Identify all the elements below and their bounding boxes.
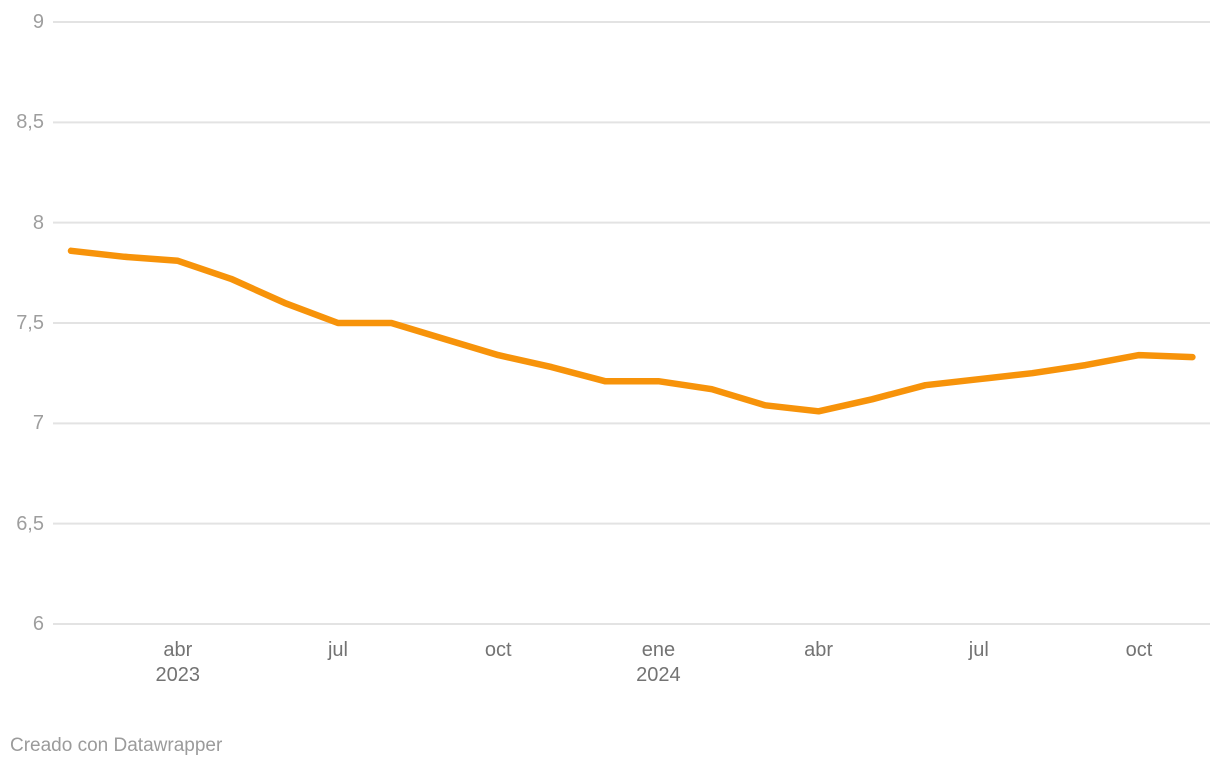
x-axis-tick-label: jul	[919, 638, 1039, 663]
x-axis-tick-label: abr 2023	[118, 638, 238, 688]
x-axis-tick-label: abr	[759, 638, 879, 663]
datawrapper-credit-label: Creado con Datawrapper	[10, 735, 223, 756]
y-axis-tick-label: 8	[32, 211, 44, 234]
y-axis-tick-label: 7,5	[16, 312, 44, 334]
x-tick-month: jul	[327, 639, 348, 661]
x-axis-tick-label: oct	[438, 638, 558, 663]
x-tick-month: jul	[968, 639, 989, 661]
x-tick-month: oct	[484, 639, 512, 661]
x-tick-month: abr	[804, 639, 834, 661]
x-tick-year: 2023	[155, 664, 201, 686]
x-axis-tick-label: oct	[1079, 638, 1199, 663]
x-axis-tick-label: jul	[278, 638, 398, 663]
x-tick-year: 2024	[636, 664, 681, 686]
y-axis-tick-label: 9	[32, 11, 44, 33]
x-tick-month: oct	[1125, 639, 1153, 661]
y-axis-tick-label: 7	[32, 412, 44, 435]
data-series-line	[67, 247, 1196, 415]
x-tick-month: ene	[641, 639, 676, 661]
x-tick-month: abr	[163, 639, 193, 661]
y-axis-tick-label: 8,5	[16, 111, 44, 134]
y-axis-tick-label: 6	[32, 613, 44, 635]
y-axis-tick-label: 6,5	[16, 512, 44, 535]
x-axis-tick-label: ene 2024	[598, 638, 718, 688]
